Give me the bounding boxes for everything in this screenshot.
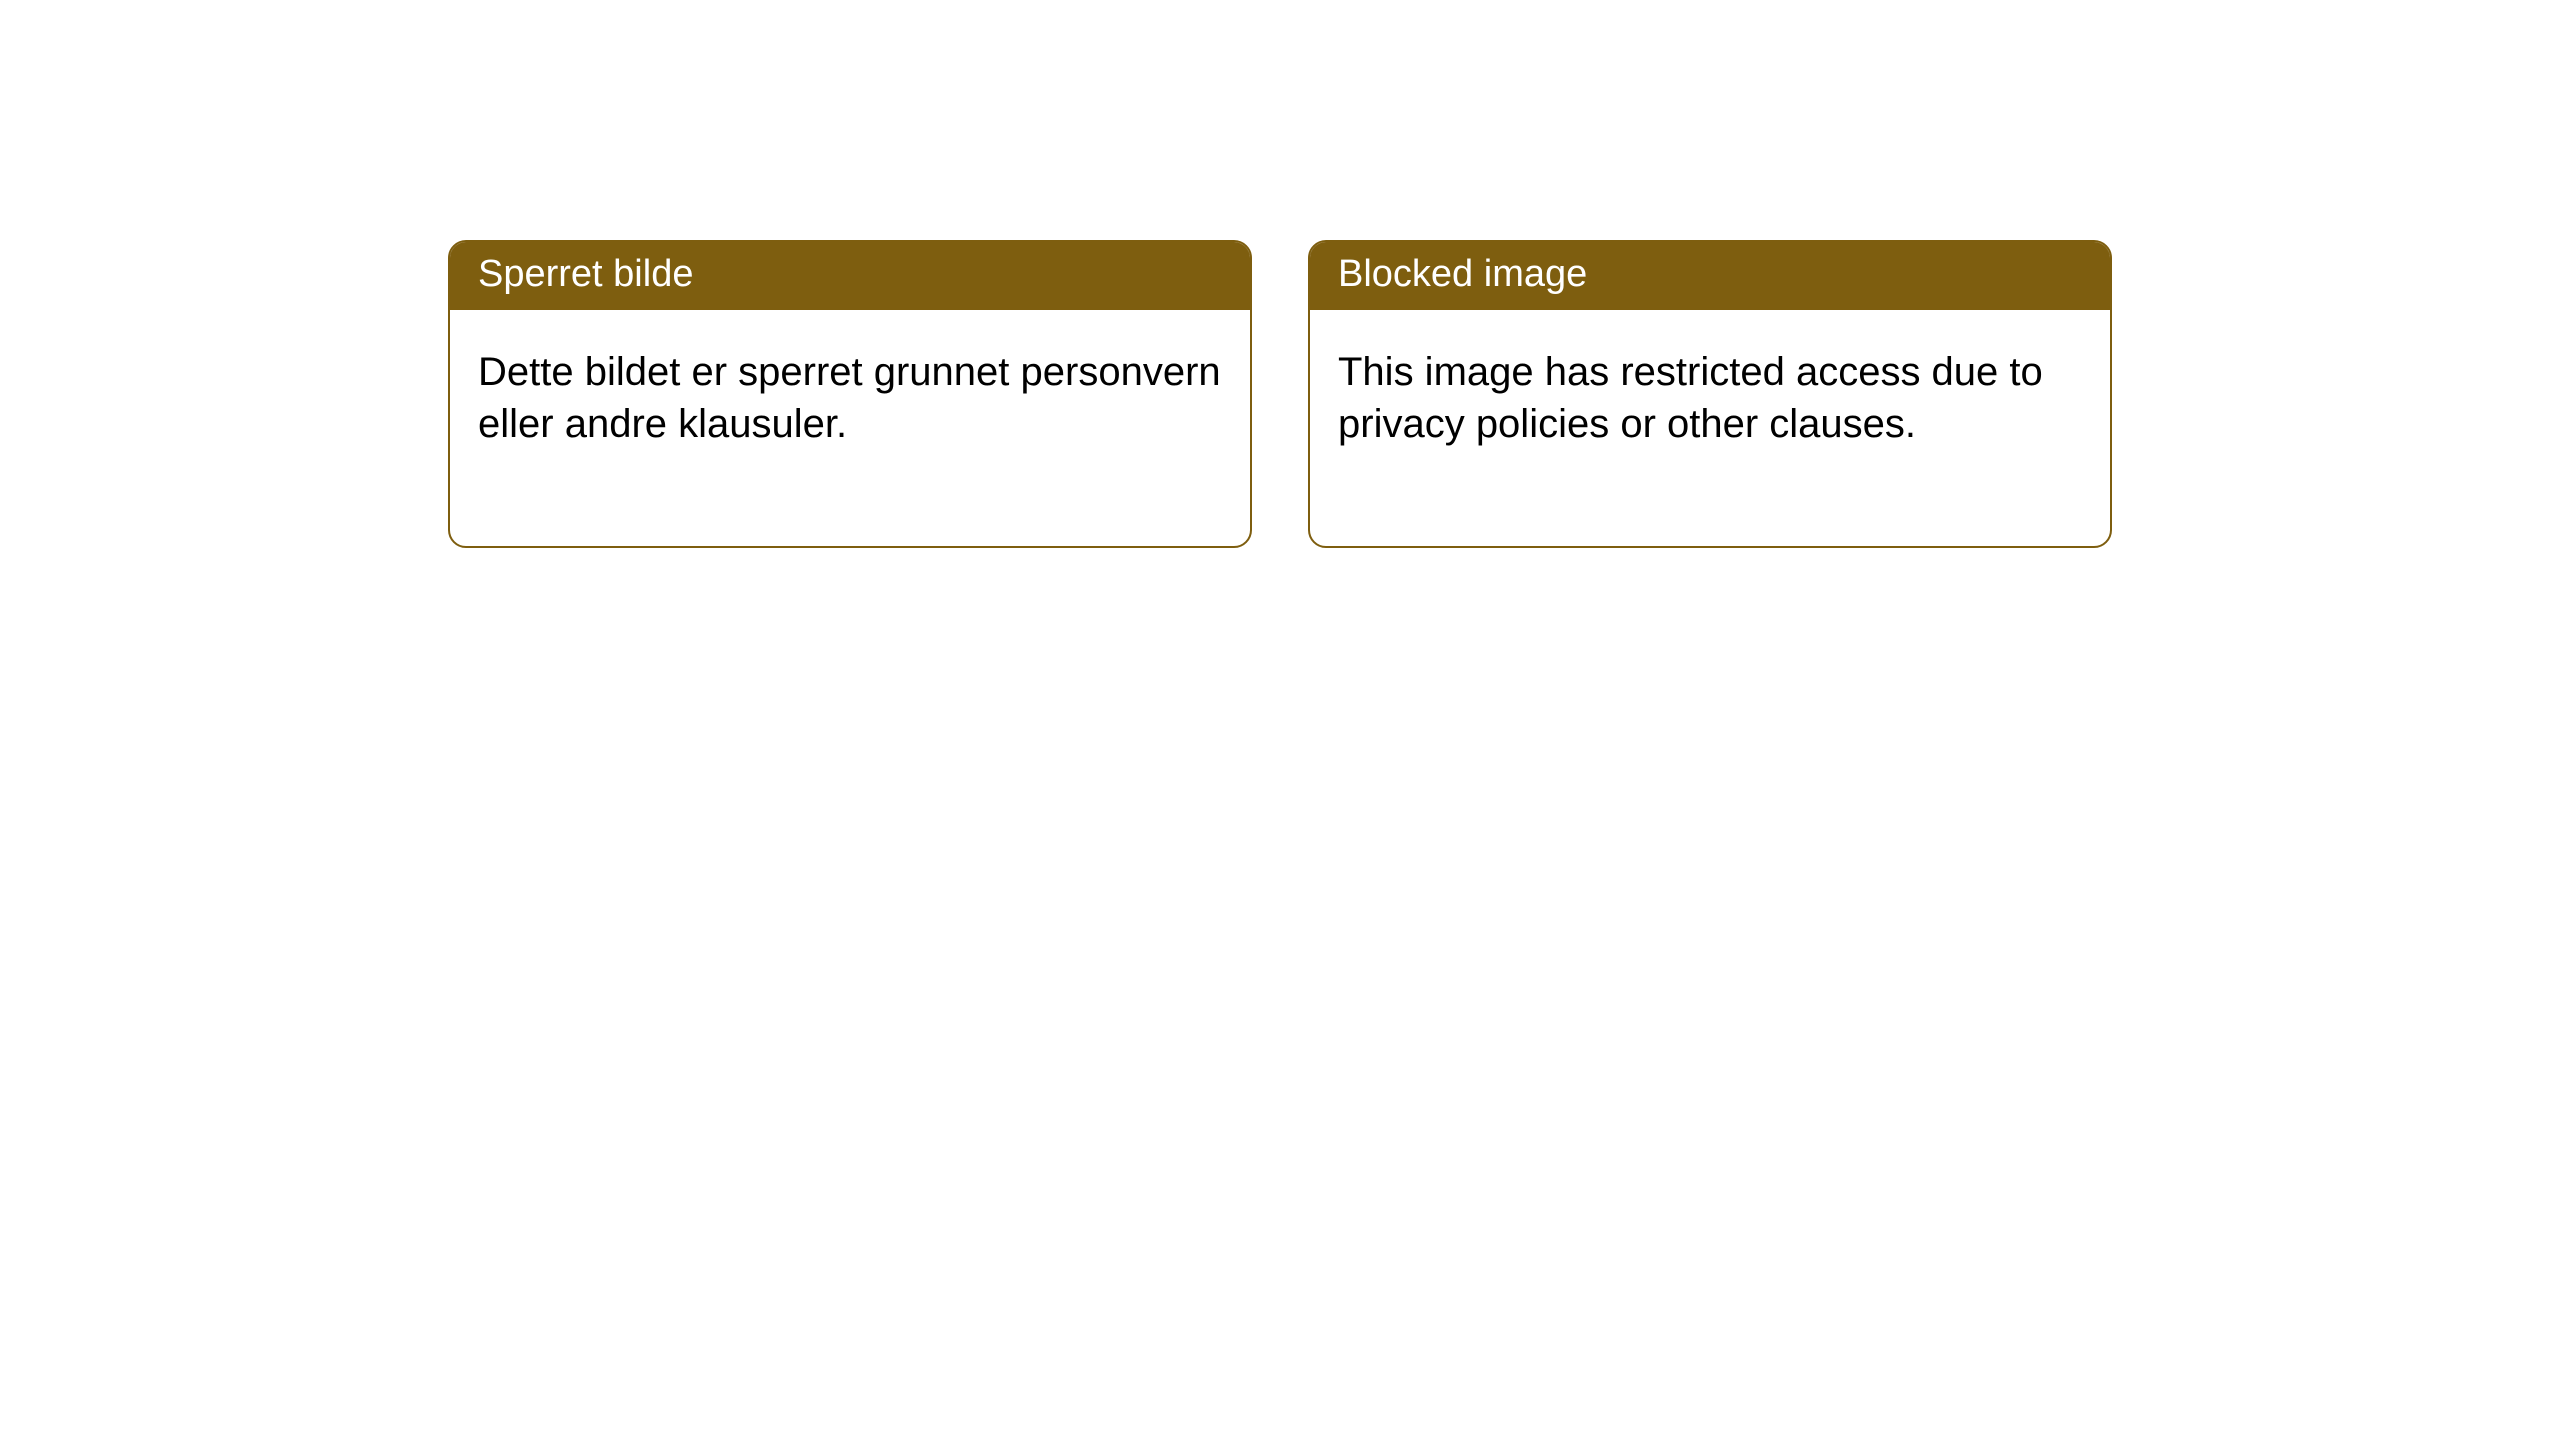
blocked-image-panel-en: Blocked image This image has restricted …: [1308, 240, 2112, 548]
panel-body-en: This image has restricted access due to …: [1310, 310, 2110, 546]
panel-title-en: Blocked image: [1310, 242, 2110, 310]
panel-title-no: Sperret bilde: [450, 242, 1250, 310]
panel-body-no: Dette bildet er sperret grunnet personve…: [450, 310, 1250, 546]
blocked-image-panel-no: Sperret bilde Dette bildet er sperret gr…: [448, 240, 1252, 548]
blocked-image-notice-container: Sperret bilde Dette bildet er sperret gr…: [0, 0, 2560, 548]
